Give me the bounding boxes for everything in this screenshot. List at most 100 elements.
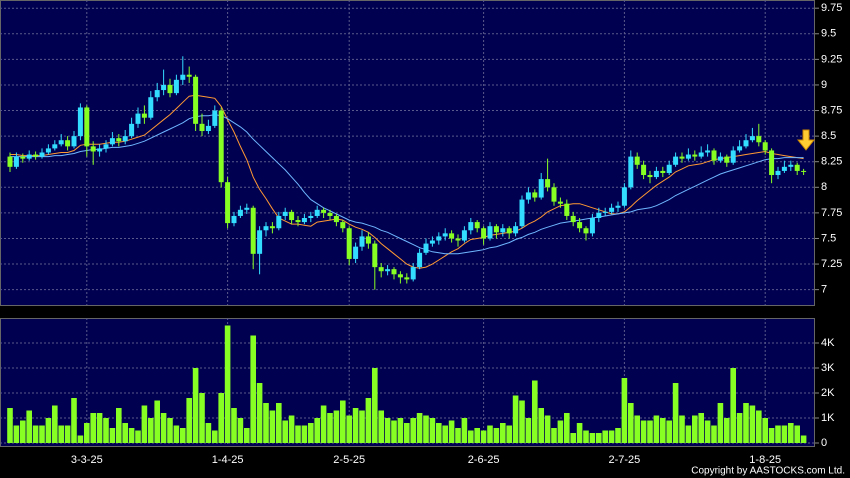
volume-bar	[480, 430, 487, 443]
candle-body	[308, 215, 314, 219]
candle-body	[577, 222, 583, 229]
candle-body	[685, 154, 691, 159]
volume-bar	[576, 423, 583, 443]
volume-bar	[314, 418, 320, 443]
candle-body	[333, 215, 339, 223]
volume-bar	[596, 433, 602, 443]
candle-body	[289, 211, 295, 221]
volume-bar	[320, 405, 327, 443]
volume-bar	[199, 393, 205, 443]
y-tick-label: 7.25	[821, 258, 842, 270]
volume-bar	[474, 428, 480, 443]
candle-body	[65, 140, 71, 147]
x-tick-label: 3-3-25	[71, 454, 103, 466]
volume-bar	[218, 393, 224, 443]
candle-body	[781, 166, 787, 171]
candle-body	[641, 164, 647, 176]
candle-body	[199, 123, 205, 132]
volume-bar	[250, 335, 256, 443]
candle-body	[154, 90, 160, 98]
candle-body	[474, 222, 480, 229]
volume-bar	[295, 425, 301, 443]
volume-bar	[39, 425, 45, 443]
volume-bar	[615, 428, 621, 443]
candle-body	[257, 230, 263, 254]
volume-bar	[628, 403, 634, 443]
candle-body	[391, 269, 397, 275]
volume-bar	[679, 415, 685, 443]
candle-body	[26, 154, 32, 159]
volume-bar	[487, 425, 493, 443]
volume-bar	[698, 413, 704, 443]
candle-body	[666, 164, 672, 173]
mark-layer	[7, 56, 807, 443]
candle-body	[545, 179, 551, 188]
y-tick-label: 0	[821, 437, 827, 449]
volume-bar	[90, 413, 96, 443]
candle-body	[378, 267, 384, 272]
candle-body	[647, 175, 653, 178]
candle-body	[161, 84, 167, 91]
candle-body	[301, 218, 307, 223]
volume-bar	[397, 418, 404, 443]
volume-bar	[647, 420, 653, 443]
candle-body	[468, 222, 474, 231]
volume-bar	[160, 413, 167, 443]
candle-body	[340, 222, 346, 229]
volume-bar	[333, 410, 340, 443]
moving-average-line	[10, 94, 804, 269]
y-tick-label: 2K	[821, 387, 835, 399]
volume-bar	[711, 425, 717, 443]
volume-bar	[749, 405, 756, 443]
candle-body	[711, 150, 717, 161]
candle-body	[481, 228, 487, 239]
candle-body	[397, 274, 403, 278]
candle-body	[39, 152, 45, 157]
candle-body	[557, 201, 563, 204]
candle-body	[180, 74, 186, 80]
candle-body	[429, 240, 435, 244]
y-tick-label: 9.75	[821, 2, 842, 14]
y-tick-label: 4K	[821, 337, 835, 349]
candle-body	[737, 146, 743, 151]
candle-body	[551, 187, 557, 202]
volume-bar	[256, 383, 263, 443]
volume-bar	[13, 425, 20, 443]
candle-body	[513, 226, 519, 234]
volume-bar	[205, 423, 212, 443]
volume-bar	[7, 408, 13, 443]
volume-bar	[148, 418, 154, 443]
volume-bar	[602, 430, 608, 443]
candle-body	[698, 152, 704, 157]
candle-body	[673, 156, 679, 165]
candle-body	[455, 238, 461, 241]
volume-bar	[58, 425, 64, 443]
volume-bar	[775, 425, 781, 443]
volume-bar	[384, 418, 391, 443]
candle-body	[353, 246, 359, 259]
candle-body	[346, 228, 352, 259]
y-tick-label: 1K	[821, 412, 835, 424]
candle-body	[615, 205, 621, 208]
volume-bar	[532, 380, 538, 443]
candle-body	[525, 192, 531, 200]
volume-bar	[704, 420, 711, 443]
candle-body	[442, 233, 448, 237]
x-tick-label: 1-8-25	[749, 454, 781, 466]
volume-bar	[224, 325, 231, 443]
volume-bar	[519, 400, 525, 443]
volume-bar	[743, 403, 749, 443]
x-tick-label: 1-4-25	[212, 454, 244, 466]
volume-bar	[788, 423, 794, 443]
candle-body	[756, 136, 762, 143]
y-tick-label: 7.75	[821, 207, 842, 219]
candle-body	[762, 142, 768, 151]
volume-bar	[410, 418, 416, 443]
volume-bar	[391, 420, 397, 443]
volume-bar	[180, 428, 186, 443]
candle-body	[570, 215, 576, 223]
candle-body	[775, 170, 781, 176]
candle-body	[314, 209, 320, 216]
candle-body	[410, 267, 416, 280]
volume-bar	[570, 433, 576, 443]
